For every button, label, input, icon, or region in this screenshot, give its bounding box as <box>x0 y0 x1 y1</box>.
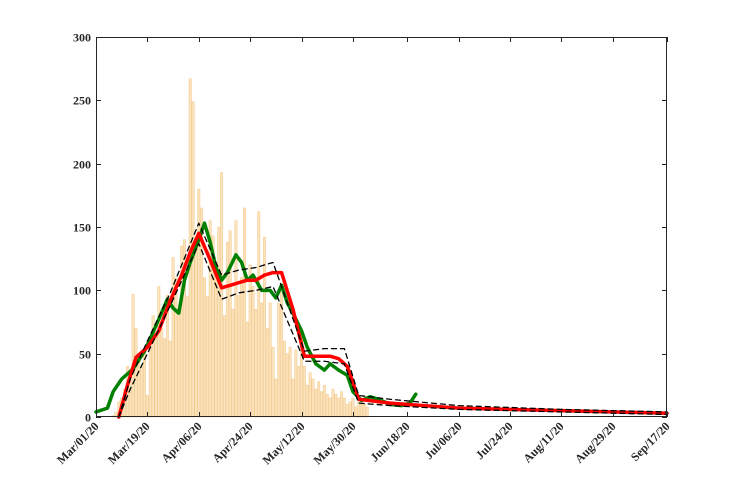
y-tick-label: 150 <box>73 221 91 235</box>
x-tick-label: Aug/11/20 <box>520 419 566 465</box>
bar <box>243 207 246 418</box>
bar <box>143 350 146 418</box>
bar <box>274 378 278 418</box>
bar <box>317 381 321 418</box>
bar <box>248 264 252 418</box>
bar <box>185 296 189 418</box>
bar <box>171 257 175 418</box>
bar <box>348 401 352 418</box>
bar <box>302 366 306 418</box>
y-tick-label: 200 <box>73 158 91 172</box>
bar <box>291 378 295 418</box>
series-group <box>94 221 669 419</box>
bar <box>360 404 363 418</box>
series-line <box>117 231 669 419</box>
bar <box>282 340 286 418</box>
bar <box>257 211 261 418</box>
bar <box>337 397 341 418</box>
bar <box>174 277 178 418</box>
bar <box>237 295 241 418</box>
bar <box>297 366 301 418</box>
bar <box>223 315 226 418</box>
bar <box>228 230 232 418</box>
bar <box>342 397 346 418</box>
bar <box>320 391 324 418</box>
bar <box>362 404 366 418</box>
x-tick-label: Aug/29/20 <box>572 419 619 466</box>
series-line-dashed <box>118 222 668 418</box>
bar <box>308 372 312 418</box>
bar <box>154 334 158 418</box>
bar <box>357 401 361 418</box>
bar <box>194 239 198 418</box>
y-axis: 0 50 100 150 200 250 300 <box>73 31 667 425</box>
bar <box>134 328 138 418</box>
bar <box>157 286 161 418</box>
bar <box>251 286 255 418</box>
y-tick-label: 0 <box>85 411 91 425</box>
bar <box>294 349 298 418</box>
series-line-dashed <box>118 242 668 418</box>
bar <box>314 388 318 418</box>
x-tick-label: Jul/24/20 <box>473 419 516 462</box>
bar <box>217 226 221 418</box>
bar <box>288 347 292 418</box>
x-tick-label: Sep/17/20 <box>628 419 673 464</box>
x-tick-label: Mar/19/20 <box>105 419 153 467</box>
x-tick-label: Mar/01/20 <box>54 419 102 467</box>
bar <box>345 404 349 418</box>
x-tick-label: Apr/06/20 <box>158 419 204 465</box>
bar <box>137 359 141 418</box>
bar <box>328 397 332 418</box>
bar <box>254 309 258 418</box>
x-tick-label: Jun/18/20 <box>367 419 412 464</box>
bar <box>240 277 244 418</box>
y-tick-label: 250 <box>73 94 91 108</box>
bar <box>140 366 144 418</box>
bar <box>265 328 269 418</box>
bar <box>263 236 266 418</box>
bar <box>245 321 249 418</box>
y-tick-label: 100 <box>73 284 91 298</box>
bar <box>331 388 335 418</box>
bar <box>340 391 343 418</box>
bar <box>168 340 172 418</box>
bar <box>131 293 135 418</box>
x-tick-label: Apr/24/20 <box>209 419 255 465</box>
bar <box>285 353 289 418</box>
x-tick-label: May/30/20 <box>311 419 359 467</box>
x-tick-label: May/12/20 <box>260 419 308 467</box>
bar <box>354 406 358 418</box>
bar <box>231 309 235 418</box>
bar <box>305 385 309 418</box>
bar <box>163 338 166 418</box>
bar <box>177 315 181 418</box>
bar <box>205 296 209 418</box>
bar <box>334 393 338 418</box>
bar <box>160 328 164 418</box>
bar <box>234 220 238 418</box>
bar <box>325 393 329 418</box>
y-tick-label: 300 <box>73 31 91 45</box>
bar <box>277 302 281 418</box>
bar <box>260 302 264 418</box>
bar <box>148 347 152 418</box>
bar <box>322 385 326 418</box>
x-tick-label: Jul/06/20 <box>422 419 465 462</box>
bar <box>311 378 315 418</box>
bar <box>268 302 272 418</box>
bar <box>271 347 275 418</box>
y-tick-label: 50 <box>79 348 91 362</box>
bar <box>220 172 224 418</box>
bar <box>203 277 206 418</box>
bar <box>365 406 369 418</box>
